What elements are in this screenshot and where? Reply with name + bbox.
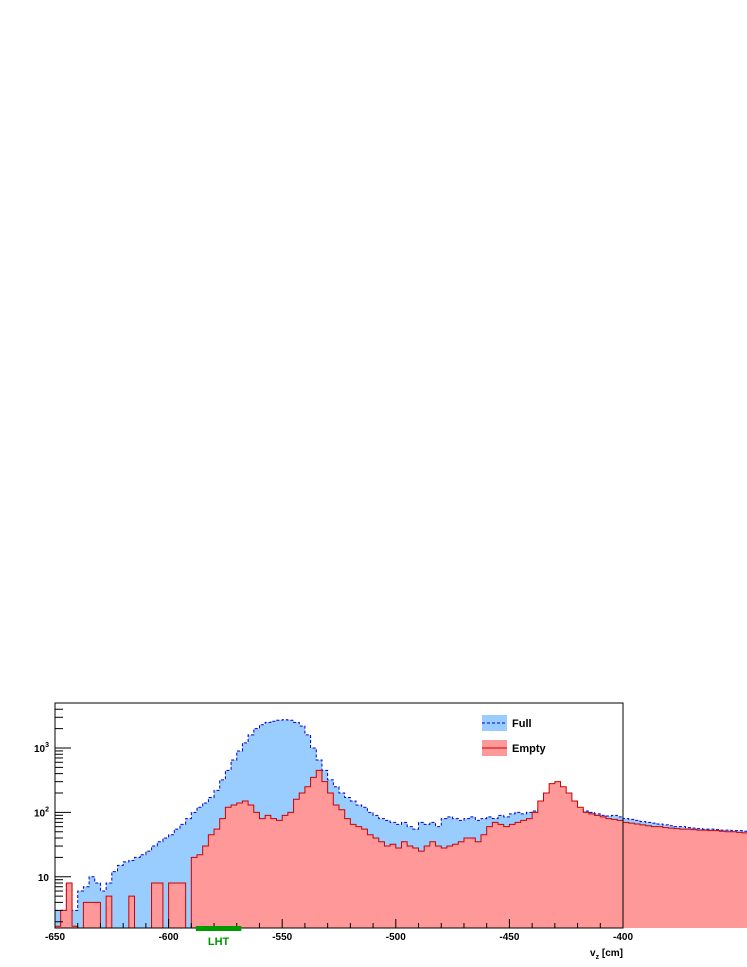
lht-label: LHT [208,936,230,948]
legend-label-empty: Empty [512,743,547,755]
legend-item-empty: Empty [482,740,547,756]
series-line-full [55,719,747,911]
x-tick-label: -650 [45,932,65,943]
lht-annotation: LHT [195,926,242,948]
x-axis-title: vz [cm] [590,948,623,961]
y-tick-label: 10 [38,873,50,884]
x-tick-label: -600 [159,932,179,943]
x-tick-label: -450 [499,932,519,943]
legend-label-full: Full [512,718,532,730]
x-tick-label: -550 [272,932,292,943]
series-fill-empty [55,770,747,928]
series-line-empty [55,769,747,929]
x-tick-label: -400 [613,932,633,943]
legend: Full Empty [482,715,547,756]
plot-area [55,719,747,929]
y-tick-label: 103 [34,742,49,755]
svg-text:vz [cm]: vz [cm] [590,948,623,961]
legend-item-full: Full [482,715,532,731]
x-tick-label: -500 [386,932,406,943]
y-axis: 10 102 103 [34,702,71,923]
lht-bar [195,926,242,931]
y-tick-label: 102 [34,806,49,819]
